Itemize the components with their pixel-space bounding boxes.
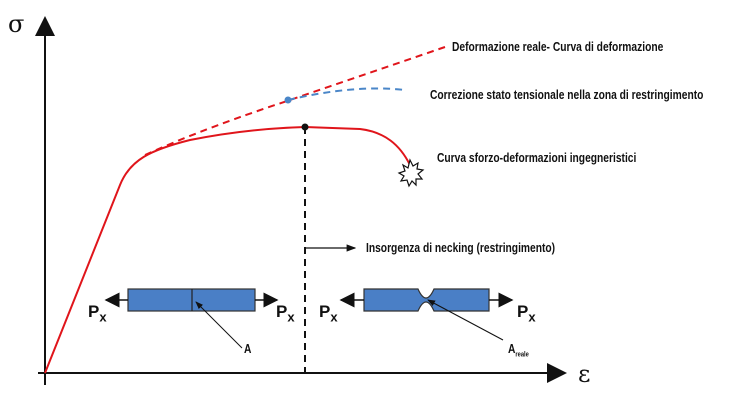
x-axis-label: ε (578, 360, 591, 388)
area-pointer (195, 301, 243, 349)
fracture-icon (397, 158, 425, 188)
engineering-curve (44, 125, 411, 374)
necking-label: Insorgenza di necking (restringimento) (366, 241, 556, 255)
force-label: Px (276, 302, 295, 325)
force-label: Px (319, 302, 338, 325)
necking-onset-point (284, 96, 292, 104)
force-label: Px (88, 302, 107, 325)
area-label: A (244, 342, 252, 356)
area-real-pointer (427, 299, 504, 341)
y-axis-label: σ (8, 10, 25, 38)
specimen-necked (363, 288, 490, 312)
engineering-curve-label: Curva sforzo-deformazioni ingegneristici (437, 151, 637, 165)
true-stress-curve (144, 46, 446, 156)
force-label: Px (517, 302, 536, 325)
true-curve-label: Deformazione reale- Curva di deformazion… (452, 40, 664, 54)
correction-label: Correzione stato tensionale nella zona d… (430, 88, 704, 102)
area-real-label: Areale (508, 342, 529, 359)
correction-curve (287, 87, 406, 101)
